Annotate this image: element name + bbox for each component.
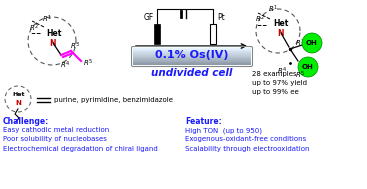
Bar (133, 49, 251, 50)
Bar (133, 63, 251, 64)
Text: Electrochemical degradation of chiral ligand: Electrochemical degradation of chiral li… (3, 146, 158, 152)
Text: $R^4$: $R^4$ (60, 59, 70, 71)
Text: Het: Het (13, 92, 25, 98)
Text: $R^1$: $R^1$ (268, 3, 278, 15)
Text: $R^1$: $R^1$ (42, 13, 52, 25)
Text: $R^5$: $R^5$ (83, 57, 93, 69)
Text: $R^2$: $R^2$ (255, 13, 265, 25)
Circle shape (298, 57, 318, 77)
Text: 0.1% Os(IV): 0.1% Os(IV) (155, 50, 229, 60)
Bar (133, 51, 251, 52)
Bar (133, 52, 251, 53)
Bar (133, 56, 251, 57)
Bar (133, 57, 251, 58)
Text: $R^3$: $R^3$ (70, 40, 80, 52)
Text: $R^2$: $R^2$ (29, 22, 39, 34)
Bar (133, 60, 251, 61)
Text: Feature:: Feature: (185, 117, 222, 126)
Bar (133, 55, 251, 56)
Text: Poor solubility of nucleobases: Poor solubility of nucleobases (3, 136, 107, 143)
Text: Het: Het (273, 19, 289, 28)
Bar (133, 64, 251, 65)
Circle shape (302, 33, 322, 53)
Text: Easy cathodic metal reduction: Easy cathodic metal reduction (3, 127, 109, 133)
Bar (133, 53, 251, 54)
Text: Challenge:: Challenge: (3, 117, 49, 126)
Text: OH: OH (306, 40, 318, 46)
Text: N: N (15, 100, 21, 106)
Text: $R^3$: $R^3$ (295, 37, 305, 49)
Bar (133, 50, 251, 51)
Text: N: N (50, 39, 56, 47)
Bar (133, 59, 251, 60)
Text: N: N (278, 29, 284, 37)
Text: High TON  (up to 950): High TON (up to 950) (185, 127, 262, 133)
Bar (133, 58, 251, 59)
Text: $R^5$: $R^5$ (295, 69, 305, 81)
Text: undivided cell: undivided cell (151, 68, 233, 78)
Text: Scalability through electrooxidation: Scalability through electrooxidation (185, 146, 309, 152)
Text: purine, pyrimidine, benzimidazole: purine, pyrimidine, benzimidazole (54, 97, 173, 103)
Text: $R^4$: $R^4$ (277, 65, 287, 77)
Bar (210, 24, 216, 44)
Text: Pt: Pt (217, 13, 225, 22)
Text: 28 examples
up to 97% yield
up to 99% ee: 28 examples up to 97% yield up to 99% ee (252, 71, 307, 95)
Bar (133, 54, 251, 55)
Text: Het: Het (46, 29, 62, 37)
Bar (133, 48, 251, 49)
Bar (133, 62, 251, 63)
Text: Exogenous-oxidant-free conditions: Exogenous-oxidant-free conditions (185, 136, 306, 143)
Text: OH: OH (302, 64, 314, 70)
Bar (133, 61, 251, 62)
Bar (154, 24, 160, 44)
Text: GF: GF (144, 13, 154, 22)
